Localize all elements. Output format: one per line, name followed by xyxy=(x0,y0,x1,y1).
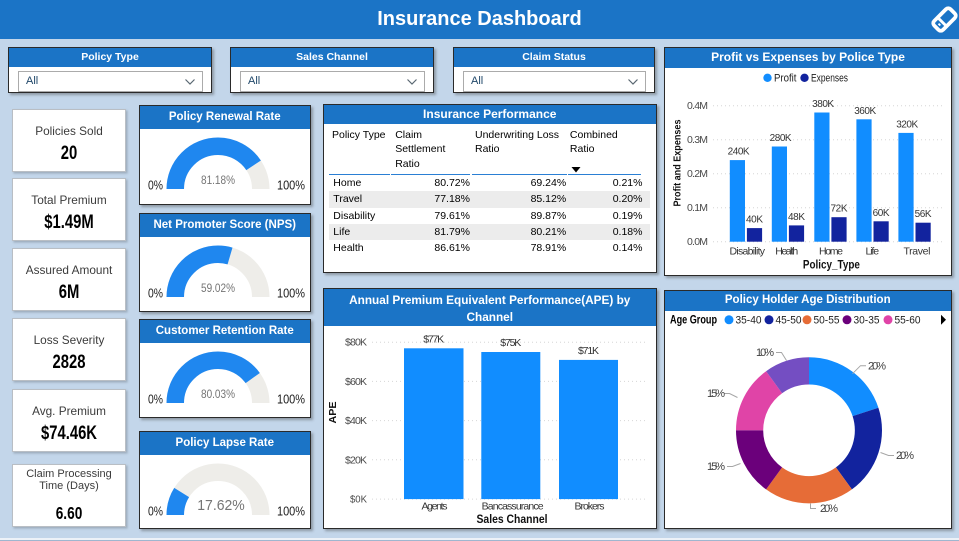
svg-text:0.4M: 0.4M xyxy=(687,100,708,112)
svg-text:100%: 100% xyxy=(277,285,305,300)
svg-text:0.0M: 0.0M xyxy=(687,236,708,248)
svg-text:56K: 56K xyxy=(914,209,931,220)
svg-text:380K: 380K xyxy=(812,99,834,110)
svg-text:20%: 20% xyxy=(820,503,838,515)
svg-text:$20K: $20K xyxy=(345,454,367,466)
svg-text:81.18%: 81.18% xyxy=(201,175,235,187)
svg-text:$75K: $75K xyxy=(500,337,521,349)
svg-text:Profit and Expenses: Profit and Expenses xyxy=(671,119,683,206)
svg-text:59.02%: 59.02% xyxy=(201,282,235,294)
svg-text:Life: Life xyxy=(865,246,879,258)
svg-text:$60K: $60K xyxy=(345,376,367,388)
svg-text:$40K: $40K xyxy=(345,415,367,427)
svg-text:$80K: $80K xyxy=(345,337,367,349)
svg-text:80.03%: 80.03% xyxy=(201,389,235,401)
svg-text:Sales Channel: Sales Channel xyxy=(477,512,548,526)
svg-text:Health: Health xyxy=(775,246,798,258)
svg-text:Bancassurance: Bancassurance xyxy=(482,500,544,512)
svg-text:100%: 100% xyxy=(277,391,305,406)
svg-text:48K: 48K xyxy=(788,212,805,223)
svg-text:40K: 40K xyxy=(746,214,763,225)
svg-text:100%: 100% xyxy=(277,503,305,518)
svg-text:30-35: 30-35 xyxy=(853,315,879,327)
svg-text:Expenses: Expenses xyxy=(811,72,848,84)
svg-text:240K: 240K xyxy=(727,146,749,157)
svg-text:17.62%: 17.62% xyxy=(197,497,245,514)
svg-text:Home: Home xyxy=(819,246,843,258)
svg-text:0%: 0% xyxy=(148,285,163,300)
svg-text:0.2M: 0.2M xyxy=(687,168,708,180)
svg-text:Brokers: Brokers xyxy=(575,500,605,512)
svg-text:72K: 72K xyxy=(830,204,847,215)
svg-text:50-55: 50-55 xyxy=(813,315,839,327)
svg-text:$77K: $77K xyxy=(423,334,444,346)
svg-text:60K: 60K xyxy=(872,208,889,219)
svg-text:$0K: $0K xyxy=(350,494,367,506)
svg-text:0%: 0% xyxy=(148,177,163,192)
svg-text:Agents: Agents xyxy=(422,500,448,512)
svg-text:20%: 20% xyxy=(896,450,914,462)
svg-text:Travel: Travel xyxy=(903,246,930,258)
svg-text:100%: 100% xyxy=(277,177,305,192)
svg-text:Disability: Disability xyxy=(729,246,765,258)
svg-text:0.1M: 0.1M xyxy=(687,202,708,214)
svg-text:0%: 0% xyxy=(148,391,163,406)
svg-text:Age Group: Age Group xyxy=(670,315,717,327)
svg-text:35-40: 35-40 xyxy=(735,315,761,327)
svg-text:20%: 20% xyxy=(868,361,886,373)
svg-text:APE: APE xyxy=(327,402,339,424)
svg-text:10%: 10% xyxy=(756,347,774,359)
svg-text:320K: 320K xyxy=(896,119,918,130)
svg-text:45-50: 45-50 xyxy=(775,315,801,327)
svg-text:360K: 360K xyxy=(854,106,876,117)
svg-text:0.3M: 0.3M xyxy=(687,134,708,146)
svg-text:280K: 280K xyxy=(769,133,791,144)
svg-text:$71K: $71K xyxy=(578,345,599,357)
svg-text:55-60: 55-60 xyxy=(894,315,920,327)
svg-text:0%: 0% xyxy=(148,503,163,518)
svg-text:15%: 15% xyxy=(707,388,725,400)
svg-text:Profit: Profit xyxy=(774,72,797,84)
svg-text:15%: 15% xyxy=(707,461,725,473)
svg-text:Policy_Type: Policy_Type xyxy=(802,257,859,271)
